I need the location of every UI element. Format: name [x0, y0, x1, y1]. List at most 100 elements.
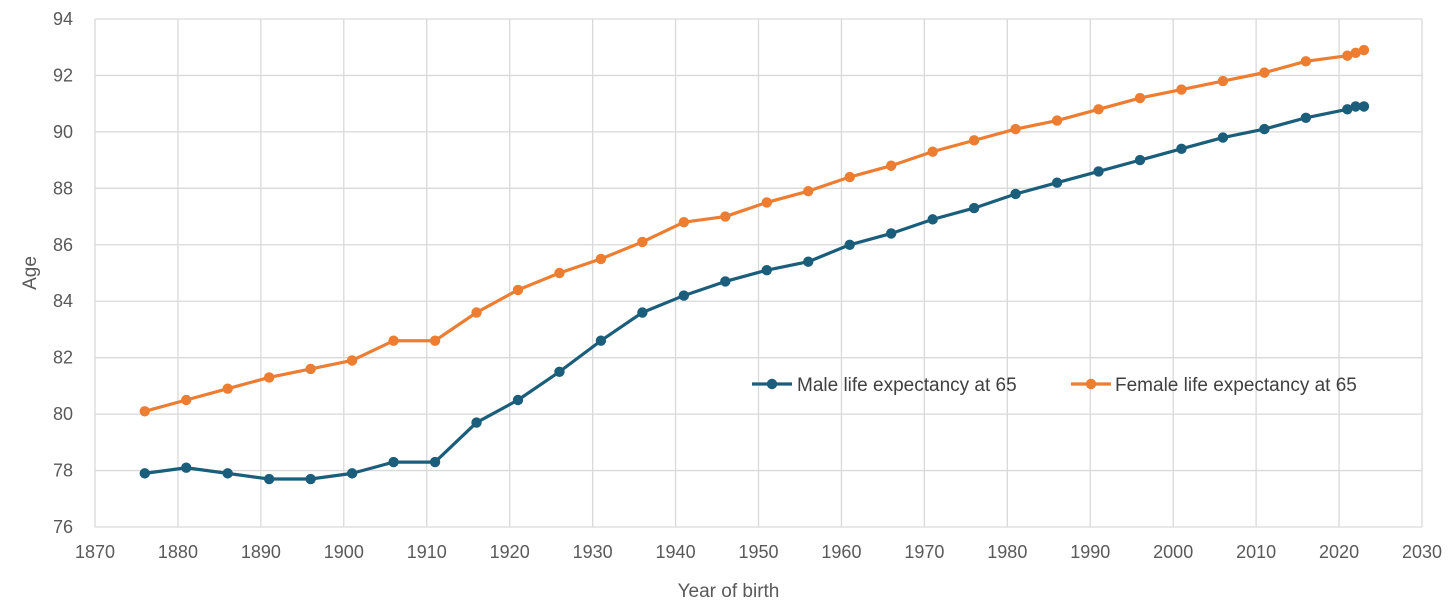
data-point-female — [1051, 115, 1063, 126]
y-tick-label: 92 — [53, 65, 73, 85]
x-tick-label: 1920 — [490, 542, 530, 562]
y-tick-label: 78 — [53, 461, 73, 481]
legend-item-male: Male life expectancy at 65 — [752, 375, 1017, 396]
data-point-male — [346, 468, 358, 479]
data-point-male — [429, 456, 441, 468]
data-point-male — [844, 239, 855, 250]
data-point-female — [886, 160, 897, 171]
data-point-male — [1342, 104, 1353, 115]
data-point-female — [1093, 104, 1104, 115]
data-point-male — [886, 228, 897, 239]
legend: Male life expectancy at 65 Female life e… — [752, 375, 1357, 396]
legend-marker-female — [1085, 378, 1097, 390]
x-tick-label: 1960 — [821, 542, 861, 562]
x-tick-label: 1940 — [656, 542, 696, 562]
data-point-male — [803, 256, 814, 267]
y-tick-label: 76 — [53, 517, 73, 537]
data-point-male — [471, 417, 482, 428]
x-tick-label: 1910 — [407, 542, 447, 562]
data-point-female — [429, 335, 441, 346]
data-point-female — [512, 284, 524, 296]
data-point-male — [1093, 166, 1104, 177]
legend-marker-male — [766, 378, 778, 390]
data-point-female — [388, 335, 399, 346]
data-point-male — [595, 335, 607, 346]
data-point-female — [139, 406, 150, 417]
data-point-male — [554, 366, 565, 377]
series-line-male — [143, 104, 1366, 481]
data-point-male — [305, 473, 316, 485]
data-point-female — [927, 146, 938, 157]
data-point-female — [554, 267, 565, 279]
x-tick-label: 1890 — [241, 542, 281, 562]
data-point-male — [678, 290, 690, 301]
x-tick-label: 1930 — [573, 542, 613, 562]
x-tick-label: 2000 — [1153, 542, 1193, 562]
data-point-female — [1342, 50, 1353, 61]
data-point-male — [388, 456, 399, 468]
legend-item-female: Female life expectancy at 65 — [1071, 375, 1357, 396]
data-point-female — [1176, 84, 1187, 95]
data-point-female — [1358, 44, 1370, 56]
data-point-male — [1134, 154, 1146, 166]
data-point-female — [1300, 56, 1312, 67]
y-tick-label: 90 — [53, 122, 73, 142]
data-point-male — [1217, 132, 1229, 143]
data-point-male — [139, 468, 150, 479]
x-tick-label: 1990 — [1070, 542, 1110, 562]
legend-label-male: Male life expectancy at 65 — [797, 375, 1017, 396]
data-point-female — [720, 211, 731, 222]
data-point-male — [512, 394, 524, 406]
x-tick-label: 1870 — [75, 542, 115, 562]
legend-label-female: Female life expectancy at 65 — [1115, 375, 1357, 396]
data-point-female — [637, 236, 648, 248]
data-point-male — [1300, 112, 1312, 123]
x-tick-label: 1970 — [904, 542, 944, 562]
x-axis-title: Year of birth — [678, 581, 780, 600]
data-point-female — [1259, 67, 1270, 78]
data-point-female — [471, 307, 482, 318]
data-point-female — [346, 355, 358, 366]
data-point-male — [761, 264, 772, 276]
data-point-female — [181, 394, 192, 406]
y-tick-label: 82 — [53, 348, 73, 368]
data-point-male — [1176, 143, 1187, 155]
series-layer — [139, 44, 1370, 485]
data-point-male — [1358, 101, 1370, 112]
x-tick-label: 1980 — [987, 542, 1027, 562]
data-point-female — [1217, 75, 1229, 87]
data-point-female — [595, 253, 607, 265]
data-point-female — [968, 135, 980, 146]
y-tick-label: 84 — [53, 291, 73, 311]
y-tick-label: 94 — [53, 9, 73, 29]
data-point-male — [222, 468, 233, 479]
data-point-male — [1051, 177, 1063, 188]
axes: 1870 1880 1890 1900 1910 1920 1930 1940 1950 1960… — [53, 9, 1442, 562]
x-tick-label: 1900 — [324, 542, 364, 562]
data-point-male — [263, 473, 275, 485]
x-tick-label: 2010 — [1236, 542, 1276, 562]
data-point-male — [720, 276, 731, 287]
data-point-male — [637, 307, 648, 318]
data-point-female — [844, 171, 855, 183]
data-point-female — [761, 197, 772, 208]
y-tick-label: 80 — [53, 404, 73, 424]
gridlines — [94, 18, 1423, 528]
y-tick-label: 88 — [53, 178, 73, 198]
data-point-female — [305, 363, 316, 375]
data-point-female — [678, 217, 690, 228]
x-tick-label: 1880 — [158, 542, 198, 562]
data-point-male — [1259, 123, 1270, 135]
data-point-female — [1350, 47, 1361, 59]
x-tick-label: 2020 — [1319, 542, 1359, 562]
data-point-male — [181, 462, 192, 473]
data-point-female — [222, 383, 233, 394]
y-axis-title: Age — [20, 256, 41, 290]
data-point-male — [1010, 188, 1021, 200]
x-tick-label: 2030 — [1402, 542, 1442, 562]
x-tick-label: 1950 — [738, 542, 778, 562]
data-point-male — [927, 214, 938, 225]
data-point-male — [968, 202, 980, 214]
data-point-female — [1134, 92, 1146, 104]
